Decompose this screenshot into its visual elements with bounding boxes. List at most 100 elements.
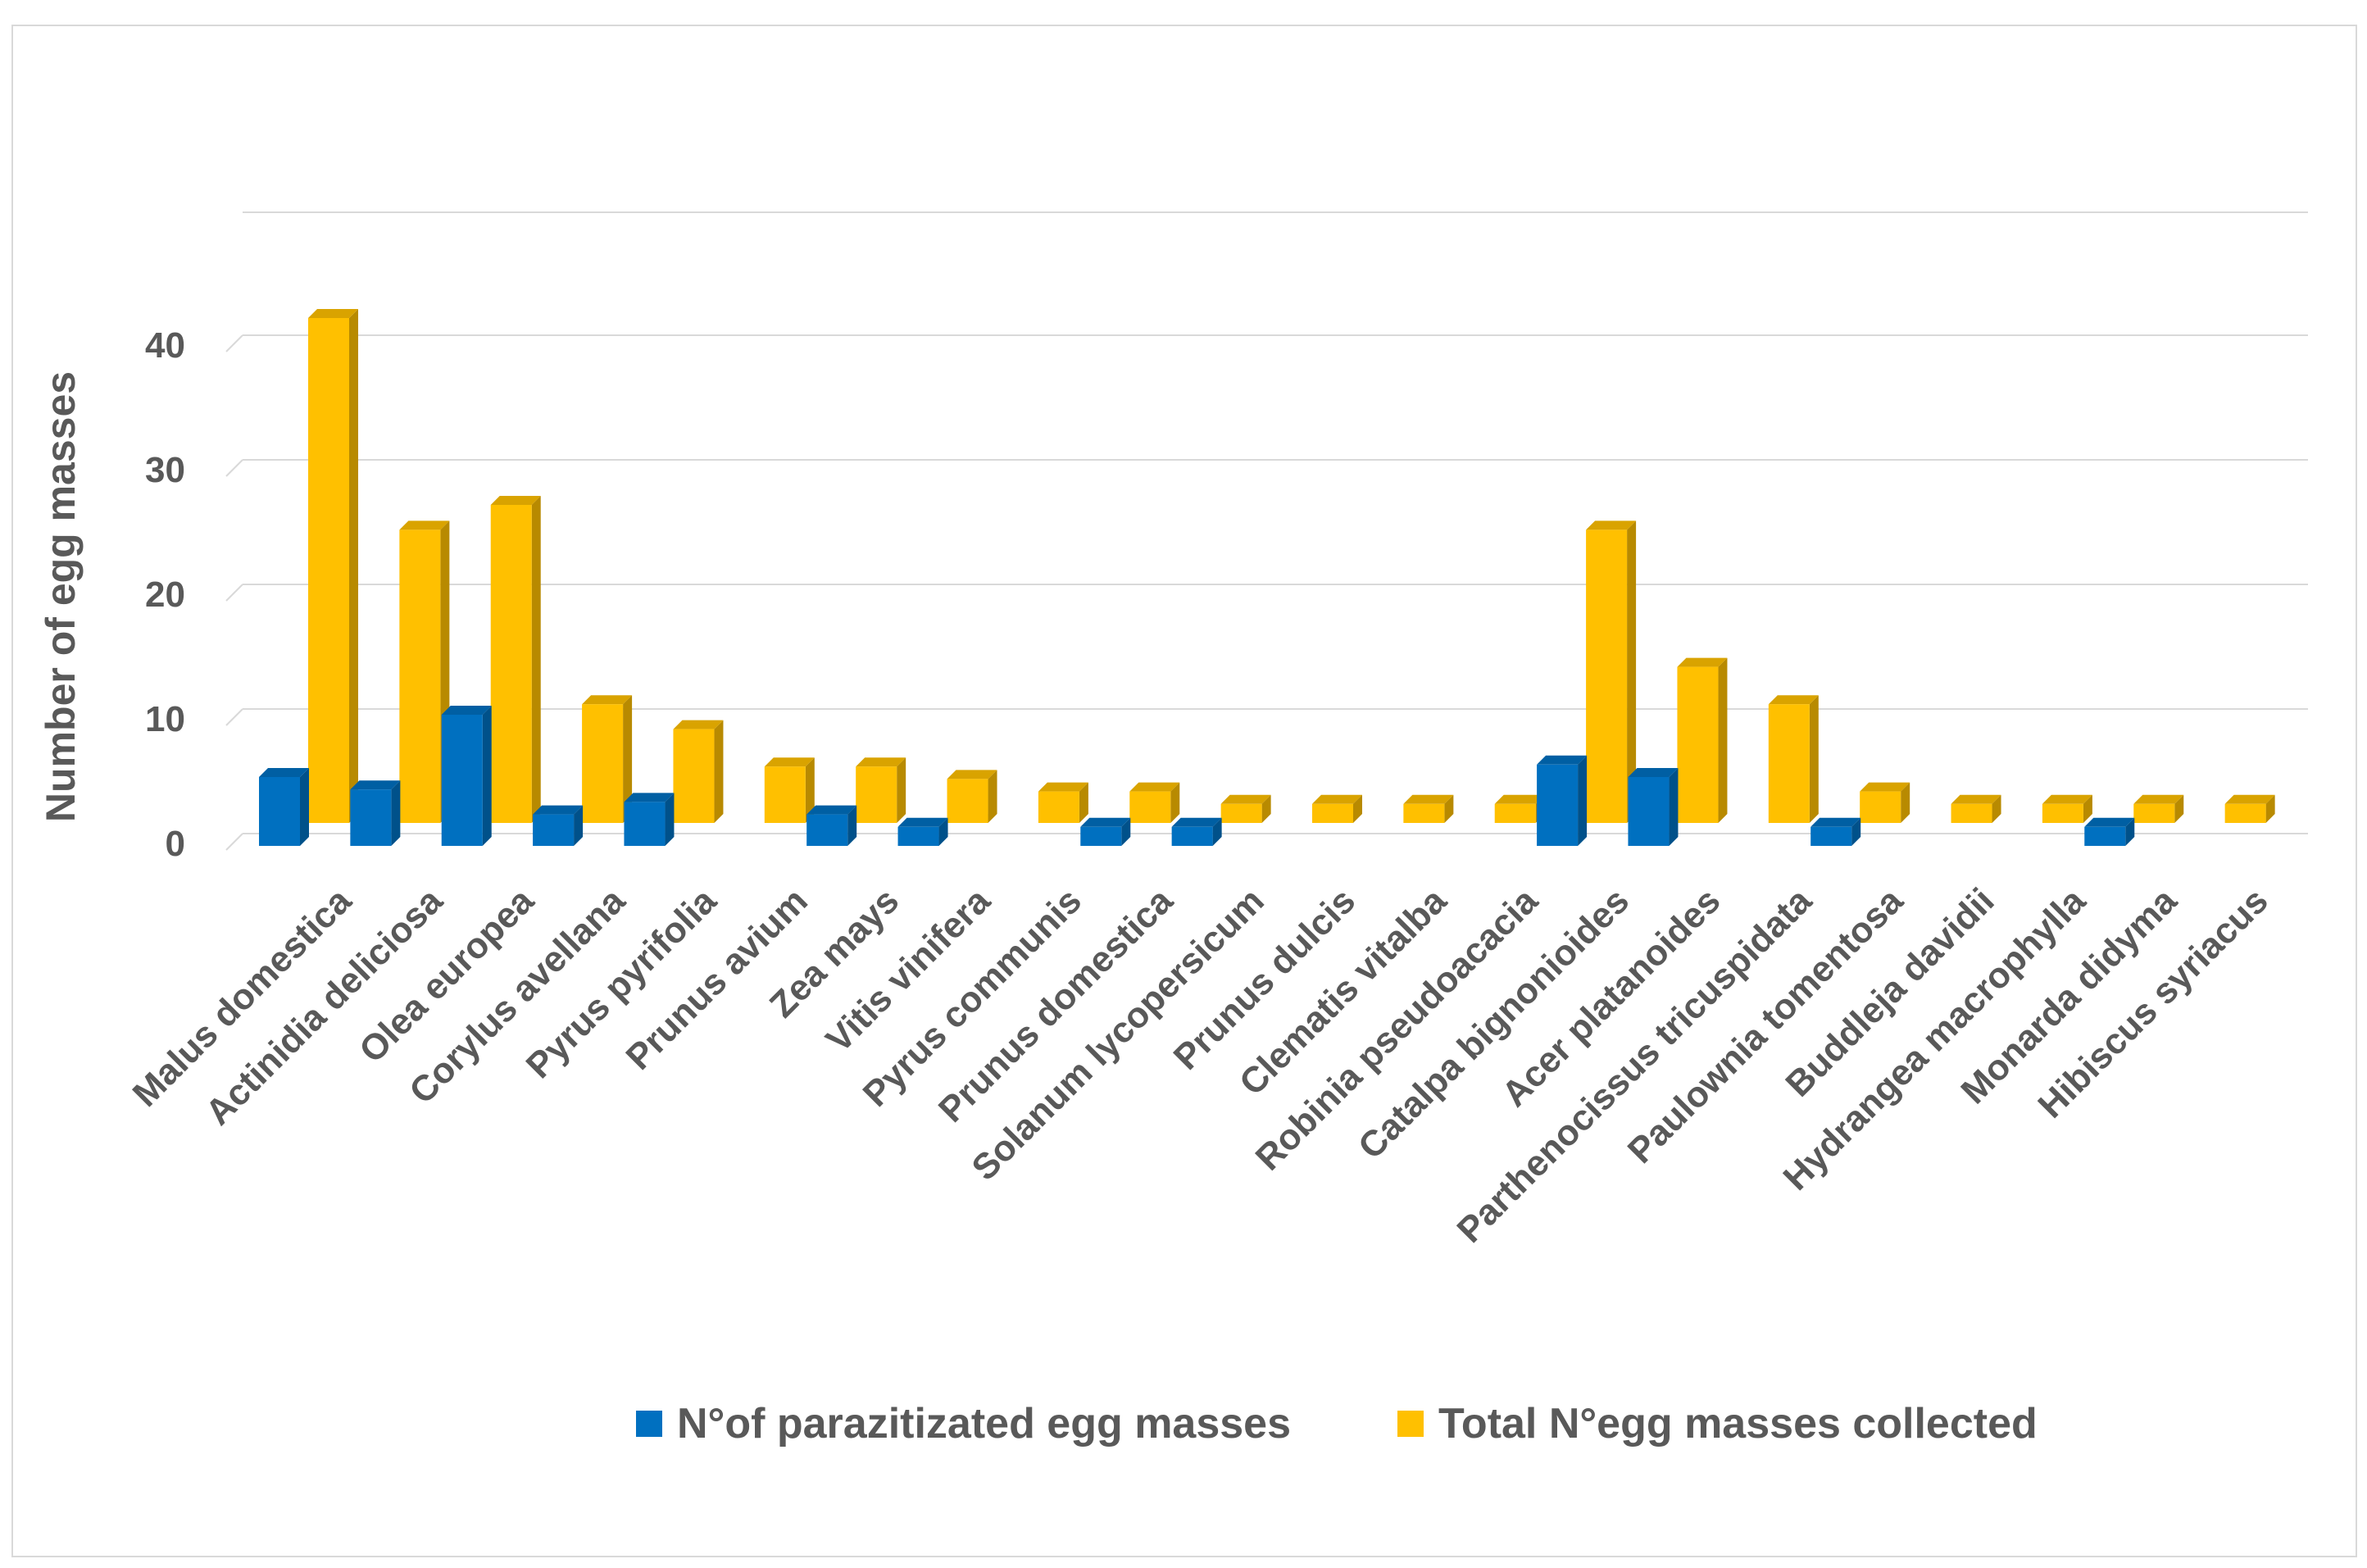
bar-top [441,706,492,715]
bar-top [308,309,358,318]
bar-side [531,496,541,823]
bar-front [1129,791,1171,823]
bar-front [308,318,349,823]
bar-front [2224,803,2266,823]
bar-front [1860,791,1901,823]
bar-side [1121,817,1131,846]
bar-top [1768,695,1819,705]
bar-total-15 [1677,657,1728,823]
bar-front [1038,791,1079,823]
bar-total-12 [1403,794,1454,823]
bar-top [806,805,857,815]
bar-front [1494,803,1536,823]
bar-top [1080,817,1131,827]
bar-top [856,757,906,767]
bar-parasitized-9 [1080,817,1131,846]
bar-top [897,817,948,827]
y-tick-label: 30 [145,450,185,490]
bar-total-4 [673,720,724,823]
gridline-diagonal [225,833,243,851]
legend-swatch-blue [636,1411,662,1437]
bar-side [1353,794,1362,823]
bar-side [349,309,358,823]
y-tick-label: 40 [145,325,185,366]
bar-front [1171,826,1213,846]
bar-side [574,805,584,846]
bar-total-9 [1129,782,1180,823]
bar-parasitized-7 [897,817,948,846]
bar-front [441,715,483,846]
bar-total-14 [1586,520,1637,823]
bar-side [1992,794,2001,823]
bar-front [1403,803,1445,823]
chart-frame: 0 10 20 30 40 Number of egg masses Malus domes… [11,25,2357,1557]
bar-front [856,766,897,823]
bar-total-21 [2224,794,2275,823]
bar-top [1628,768,1679,777]
bar-total-20 [2133,794,2184,823]
bar-side [1578,755,1588,846]
bar-front [1677,666,1719,823]
bar-front [259,777,300,846]
legend-entry-total: Total N°egg masses collected [1397,1399,2038,1448]
bar-total-3 [582,695,633,823]
bar-parasitized-10 [1171,817,1222,846]
bar-front [673,729,715,823]
bar-front [1628,777,1670,846]
bar-side [938,817,948,846]
bar-front [1220,803,1262,823]
bar-front [2133,803,2175,823]
bar-top [624,793,675,802]
bar-front [1537,764,1579,846]
bar-top [533,805,584,815]
bar-front [624,802,666,846]
y-axis-title: Number of egg masses [38,371,84,822]
bar-top [350,780,401,790]
bar-top [764,757,815,767]
bar-total-17 [1860,782,1910,823]
bar-front [764,766,806,823]
bar-top [1677,657,1728,667]
bar-parasitized-1 [350,780,401,846]
bar-front [2042,803,2083,823]
bar-side [988,770,997,823]
bar-side [1901,782,1910,823]
bar-top [1038,782,1088,792]
bar-side [2083,794,2092,823]
bar-parasitized-2 [441,706,492,846]
bar-side [1627,520,1637,823]
bar-parasitized-0 [259,768,309,846]
bar-top [1537,755,1588,765]
bar-side [1444,794,1454,823]
bar-top [1586,520,1637,530]
legend-label-parasitized: N°of parazitizated egg masses [677,1400,1292,1448]
bar-front [399,529,441,823]
bar-total-6 [856,757,906,823]
bar-side [391,780,401,846]
bar-parasitized-17 [1810,817,1861,846]
bar-total-19 [2042,794,2092,823]
bar-side [1261,794,1271,823]
bar-top [2133,794,2184,804]
bar-front [1810,826,1852,846]
bar-total-0 [308,309,358,823]
bar-parasitized-4 [624,793,675,846]
legend-entry-parasitized: N°of parazitizated egg masses [636,1399,1291,1448]
bar-top [2084,817,2135,827]
bar-top [2224,794,2275,804]
y-tick-label: 0 [166,824,185,864]
y-tick-label: 10 [145,699,185,739]
bar-side [2125,817,2135,846]
bar-front [582,704,624,823]
bar-total-2 [490,496,541,823]
bar-side [665,793,675,846]
bar-front [947,779,988,823]
bar-top [2042,794,2092,804]
bar-top [1312,794,1362,804]
legend-swatch-yellow [1397,1411,1424,1437]
bar-total-11 [1312,794,1362,823]
bar-side [1170,782,1180,823]
y-tick-label: 20 [145,575,185,615]
bar-parasitized-14 [1537,755,1588,846]
legend: N°of parazitizated egg masses Total N°eg… [636,1395,2038,1452]
